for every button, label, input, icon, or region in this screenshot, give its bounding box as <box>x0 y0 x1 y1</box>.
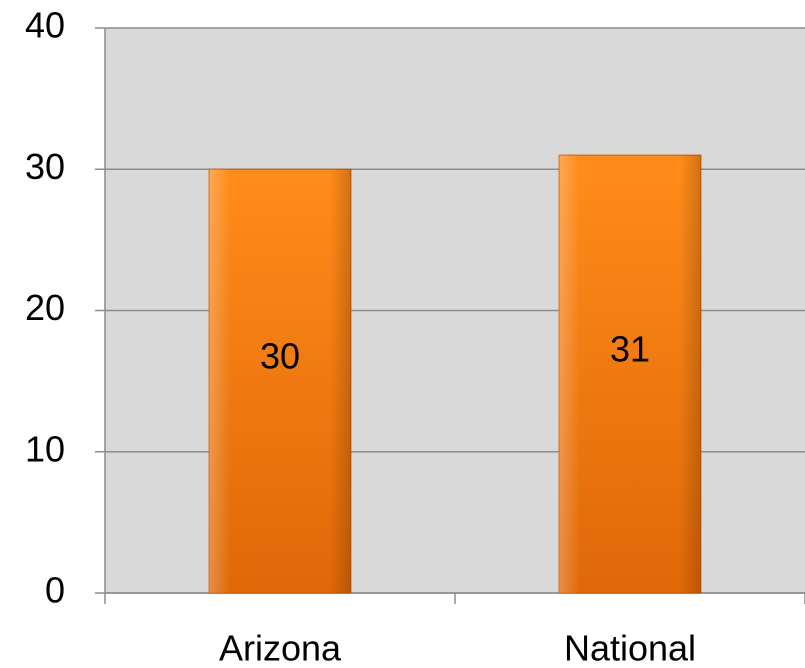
y-tick-label: 0 <box>45 570 65 611</box>
x-tick-label: National <box>564 628 696 668</box>
y-tick-label: 10 <box>25 428 65 469</box>
y-tick-label: 30 <box>25 146 65 187</box>
y-tick-label: 40 <box>25 5 65 46</box>
bar-shine <box>559 155 701 593</box>
bar-shine <box>209 169 351 593</box>
y-tick-label: 20 <box>25 287 65 328</box>
data-label: 31 <box>610 329 650 370</box>
data-label: 30 <box>260 336 300 377</box>
x-tick-label: Arizona <box>219 628 342 668</box>
